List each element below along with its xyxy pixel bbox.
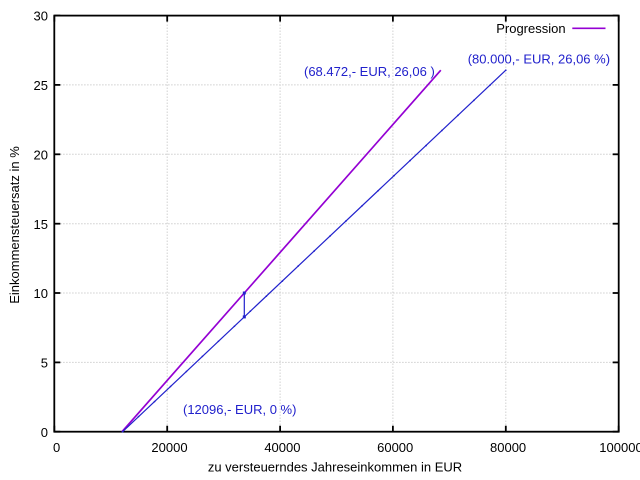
svg-text:Einkommensteuersatz in %: Einkommensteuersatz in % — [7, 146, 22, 304]
svg-text:25: 25 — [34, 78, 48, 93]
svg-text:zu versteuerndes Jahreseinkomm: zu versteuerndes Jahreseinkommen in EUR — [208, 460, 462, 475]
svg-text:Progression: Progression — [496, 21, 565, 36]
svg-text:10: 10 — [34, 286, 48, 301]
svg-text:40000: 40000 — [264, 440, 300, 455]
svg-text:(12096,- EUR, 0 %): (12096,- EUR, 0 %) — [183, 402, 296, 417]
svg-text:80000: 80000 — [490, 440, 526, 455]
svg-text:15: 15 — [34, 217, 48, 232]
svg-text:100000: 100000 — [599, 440, 640, 455]
svg-text:0: 0 — [53, 440, 60, 455]
svg-text:20000: 20000 — [151, 440, 187, 455]
svg-text:0: 0 — [41, 425, 48, 440]
svg-text:30: 30 — [34, 9, 48, 24]
svg-text:5: 5 — [41, 356, 48, 371]
svg-text:(80.000,- EUR, 26,06 %): (80.000,- EUR, 26,06 %) — [468, 52, 610, 67]
svg-text:20: 20 — [34, 147, 48, 162]
svg-text:(68.472,- EUR, 26,06 ): (68.472,- EUR, 26,06 ) — [304, 64, 435, 79]
svg-text:60000: 60000 — [377, 440, 413, 455]
